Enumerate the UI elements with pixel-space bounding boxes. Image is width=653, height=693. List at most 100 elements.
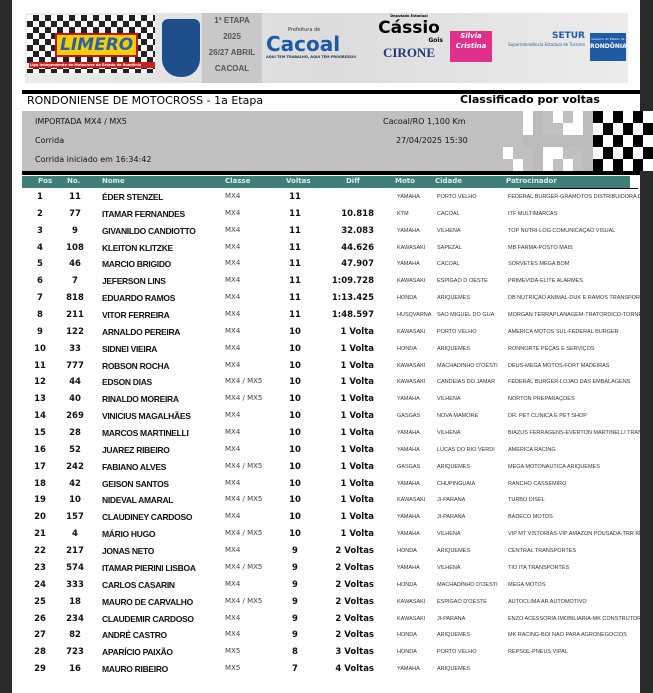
cell-diff: 1 Volta xyxy=(340,444,374,455)
cell-pos: 18 xyxy=(34,478,46,489)
cell-sponsor: REPSOL-PNEUS VIPAL xyxy=(508,649,568,656)
col-voltas: Voltas xyxy=(286,177,311,185)
cell-sponsor: NORTON PREPARAÇÕES xyxy=(508,396,575,403)
cell-moto: KAWASAKI xyxy=(397,615,426,622)
cell-diff: 1:13.425 xyxy=(331,293,374,304)
cell-diff: 4 Voltas xyxy=(335,664,374,675)
cell-sponsor: RONNORTE PEÇAS E SERVIÇOS xyxy=(508,345,595,352)
flag-square xyxy=(643,123,653,135)
cell-moto: KAWASAKI xyxy=(397,244,426,251)
cell-laps: 11 xyxy=(289,208,301,219)
cell-city: ARIQUEMES xyxy=(437,666,471,673)
sponsor-banner: LIMERO Liga Independente de Motocross do… xyxy=(25,13,628,83)
flag-square xyxy=(523,159,533,171)
cell-pos: 21 xyxy=(34,529,46,540)
cell-class: MX4 xyxy=(225,192,241,200)
table-row: 19 10 NIDEVAL AMARAL MX4 / MX5 10 1 Volta KAWA… xyxy=(22,492,640,509)
cell-number: 122 xyxy=(66,326,84,337)
cassio-logo: Deputado Estadual Cássio Gois CIRONE xyxy=(378,14,443,60)
cell-name: ARNALDO PEREIRA xyxy=(102,326,181,337)
cell-number: 108 xyxy=(66,242,84,253)
cell-diff: 1 Volta xyxy=(340,411,374,422)
cell-laps: 10 xyxy=(289,343,301,354)
flag-square xyxy=(583,111,593,123)
category: IMPORTADA MX4 / MX5 xyxy=(35,117,127,126)
cell-city: PORTO VELHO xyxy=(437,328,477,335)
cell-laps: 10 xyxy=(289,411,301,422)
cell-class: MX4 xyxy=(225,478,241,487)
cell-moto: KAWASAKI xyxy=(397,497,426,504)
cell-number: 818 xyxy=(66,293,84,304)
cell-number: 217 xyxy=(66,546,84,557)
cell-class: MX4 xyxy=(225,579,241,588)
cell-diff: 2 Voltas xyxy=(335,546,374,557)
flag-square xyxy=(603,123,613,135)
cell-pos: 16 xyxy=(34,444,46,455)
cell-diff: 1 Volta xyxy=(340,495,374,506)
cell-moto: KAWASAKI xyxy=(397,362,426,369)
cell-city: MACHADINHO D'OESTI xyxy=(437,581,498,588)
flag-square xyxy=(523,111,533,123)
cell-number: 723 xyxy=(66,647,84,658)
flag-square xyxy=(533,123,543,135)
start-time: Corrida iniciado em 16:34:42 xyxy=(35,155,152,164)
cell-pos: 17 xyxy=(34,461,46,472)
cell-moto: KAWASAKI xyxy=(397,328,426,335)
flag-square xyxy=(573,159,583,171)
cell-class: MX4 xyxy=(225,360,241,369)
race-info-panel: IMPORTADA MX4 / MX5 Cacoal/RO 1,100 Km C… xyxy=(22,111,653,171)
col-patrocinador: Patrocinador xyxy=(506,177,557,185)
flag-square xyxy=(623,135,633,147)
cell-sponsor: BADECO MOTOS xyxy=(508,514,553,521)
cell-pos: 4 xyxy=(37,242,43,253)
cell-name: SIDNEI VIEIRA xyxy=(102,343,158,354)
cell-number: 52 xyxy=(69,444,81,455)
cell-number: 16 xyxy=(69,664,81,675)
header-underline xyxy=(520,188,638,189)
cell-city: VILHENA xyxy=(437,564,461,571)
cell-pos: 15 xyxy=(34,428,46,439)
table-row: 2 77 ITAMAR FERNANDES MX4 11 10.818 KTM CACOAL I… xyxy=(22,206,640,223)
cell-pos: 11 xyxy=(34,360,46,371)
flag-square xyxy=(593,123,603,135)
cell-pos: 2 xyxy=(37,208,43,219)
cell-number: 211 xyxy=(66,310,84,321)
flag-square xyxy=(583,123,593,135)
flag-square xyxy=(533,147,543,159)
table-row: 16 52 JUAREZ RIBEIRO MX4 10 1 Volta YAMAHA LUCA… xyxy=(22,442,640,459)
cell-number: 82 xyxy=(69,630,81,641)
cell-name: ANDRÉ CASTRO xyxy=(102,630,167,641)
cell-class: MX4 / MX5 xyxy=(225,461,263,470)
cell-class: MX5 xyxy=(225,647,241,656)
cell-moto: KAWASAKI xyxy=(397,379,426,386)
cell-name: MARCOS MARTINELLI xyxy=(102,428,189,439)
flag-square xyxy=(543,135,553,147)
cell-pos: 1 xyxy=(37,192,43,202)
flag-square xyxy=(523,123,533,135)
setur-logo: SETUR Superintendência Estadual de Turis… xyxy=(508,31,585,47)
cell-name: ITAMAR FERNANDES xyxy=(102,208,185,219)
cell-laps: 10 xyxy=(289,529,301,540)
cell-city: ARIQUEMES xyxy=(437,548,471,555)
cell-moto: HONDA xyxy=(397,345,417,352)
cell-sponsor: FEDERAL BURGER-GRAMOTOS DISTRIBUIDORA DE… xyxy=(508,194,640,200)
flag-square xyxy=(643,159,653,171)
event-info: 1ª ETAPA 2025 26/27 ABRIL CACOAL xyxy=(202,13,262,83)
location: Cacoal/RO 1,100 Km xyxy=(383,117,466,126)
cell-pos: 20 xyxy=(34,512,46,523)
cell-number: 242 xyxy=(66,461,84,472)
flag-square xyxy=(623,159,633,171)
flag-square xyxy=(563,111,573,123)
cell-name: ROBSON ROCHA xyxy=(102,360,170,371)
cell-laps: 10 xyxy=(289,428,301,439)
cell-pos: 7 xyxy=(37,293,43,304)
cell-class: MX4 xyxy=(225,630,241,639)
flag-square xyxy=(523,147,533,159)
cell-diff: 1 Volta xyxy=(340,461,374,472)
cell-laps: 10 xyxy=(289,495,301,506)
cell-laps: 10 xyxy=(289,377,301,388)
datetime: 27/04/2025 15:30 xyxy=(396,136,468,145)
cell-city: VILHENA xyxy=(437,531,461,538)
cell-diff: 47.907 xyxy=(341,259,374,270)
cell-diff: 32.083 xyxy=(341,225,374,236)
